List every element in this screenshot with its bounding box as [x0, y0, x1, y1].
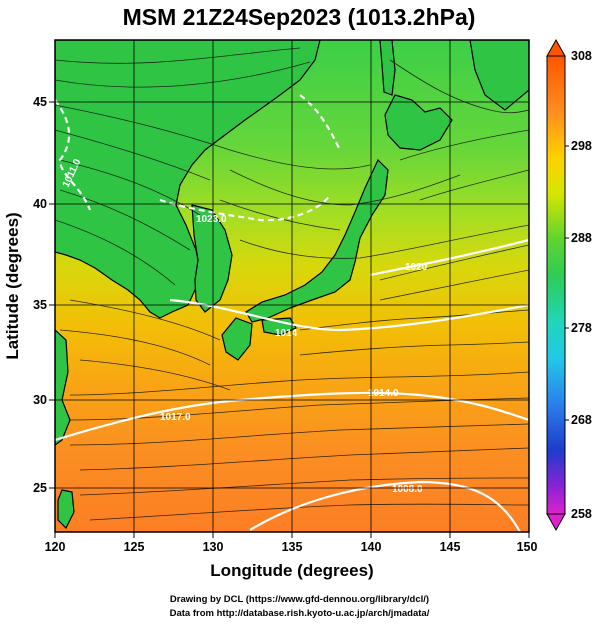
colorbar-scale	[546, 55, 566, 515]
x-tick-label: 125	[124, 540, 145, 554]
isobar-label: 1020	[405, 262, 428, 273]
sakhalin	[379, 40, 396, 96]
grid-lines	[55, 40, 529, 532]
x-axis-label: Longitude (degrees)	[210, 561, 373, 580]
plot-area: 1011.0 1023.0 1020 1014 1014.0 1017.0 10…	[55, 40, 529, 532]
y-tick-label: 25	[33, 481, 47, 495]
credit-drawing: Drawing by DCL (https://www.gfd-dennou.o…	[169, 594, 430, 605]
colorbar-label: 288	[571, 231, 592, 245]
x-tick-marks	[54, 532, 530, 538]
isobar-label: 1023.0	[196, 214, 227, 225]
colorbar-label: 308	[571, 49, 592, 63]
colorbar-top-arrow	[546, 38, 566, 57]
taiwan	[57, 489, 75, 530]
colorbar-label: 298	[571, 139, 592, 153]
y-tick-labels: 25 30 35 40 45	[33, 95, 47, 495]
colorbar-bottom-arrow	[546, 513, 566, 532]
y-tick-marks	[49, 101, 55, 489]
x-tick-label: 135	[282, 540, 303, 554]
x-tick-label: 120	[45, 540, 66, 554]
hokkaido	[384, 94, 453, 151]
isobars	[55, 94, 529, 532]
isobar-label: 1017.0	[160, 412, 191, 423]
x-tick-labels: 120 125 130 135 140 145 150	[45, 540, 538, 554]
y-tick-label: 35	[33, 298, 47, 312]
x-tick-label: 130	[203, 540, 224, 554]
x-tick-label: 150	[517, 540, 538, 554]
y-tick-label: 40	[33, 197, 47, 211]
kyushu	[221, 317, 253, 361]
honshu	[245, 158, 389, 323]
credit-data: Data from http://database.rish.kyoto-u.a…	[169, 608, 430, 619]
shikoku	[261, 317, 297, 336]
colorbar: 308 298 288 278 268 258	[546, 38, 592, 532]
map-title: MSM 21Z24Sep2023 (1013.2hPa)	[123, 4, 476, 30]
colorbar-label: 278	[571, 321, 592, 335]
y-tick-label: 30	[33, 393, 47, 407]
x-tick-label: 140	[361, 540, 382, 554]
y-tick-label: 45	[33, 95, 47, 109]
x-tick-label: 145	[440, 540, 461, 554]
isobar-label: 1014.0	[368, 388, 399, 399]
isobar-label: 1008.0	[392, 484, 423, 495]
kamchatka-edge	[469, 40, 529, 111]
streamlines	[55, 47, 529, 521]
isobar-label: 1014	[275, 328, 298, 339]
y-axis-label: Latitude (degrees)	[3, 212, 22, 359]
china-coast-south	[55, 329, 71, 446]
colorbar-label: 258	[571, 507, 592, 521]
colorbar-label: 268	[571, 413, 592, 427]
